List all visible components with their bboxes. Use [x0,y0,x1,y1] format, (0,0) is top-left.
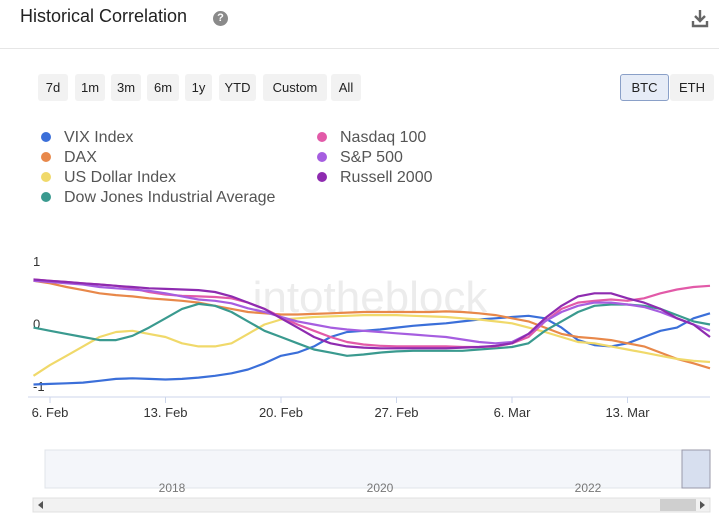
x-tick-label: 6. Mar [494,405,532,420]
legend-marker[interactable] [317,132,327,142]
legend-marker[interactable] [317,172,327,182]
legend-marker[interactable] [41,172,51,182]
scrollbar-thumb[interactable] [660,499,696,511]
series-line [32,314,711,377]
navigator-window[interactable] [681,449,711,489]
scroll-left[interactable] [38,501,43,509]
y-tick-label: 0 [33,317,40,332]
navigator-label: 2022 [575,481,602,495]
help-icon[interactable]: ? [213,11,228,26]
series-line [33,279,711,370]
y-tick-label: -1 [33,379,45,394]
series-line [33,279,711,345]
x-tick-label: 20. Feb [259,405,303,420]
scrollbar-track [32,497,711,513]
x-tick-label: 13. Mar [605,405,650,420]
button[interactable]: YTD [219,74,256,101]
watermark: intotheblock [253,273,489,322]
legend-marker[interactable] [317,152,327,162]
legend-label[interactable]: S&P 500 [340,149,403,166]
button[interactable]: 1y [185,74,212,101]
series-line [33,302,711,357]
button[interactable]: Custom [263,74,327,101]
button[interactable]: 7d [38,74,68,101]
legend-label[interactable]: US Dollar Index [64,169,176,186]
series-line [33,278,711,350]
divider [0,48,719,49]
navigator-label: 2018 [159,481,186,495]
x-tick-label: 6. Feb [32,405,69,420]
legend-label[interactable]: Dow Jones Industrial Average [64,189,275,206]
button[interactable]: BTC [620,74,669,101]
navigator [44,449,711,489]
legend-label[interactable]: Nasdaq 100 [340,129,426,146]
title: Historical Correlation [20,6,188,26]
scroll-right[interactable] [700,501,705,509]
x-tick-label: 13. Feb [143,405,187,420]
legend-marker[interactable] [41,132,51,142]
legend-label[interactable]: VIX Index [64,129,133,146]
x-tick-label: 27. Feb [374,405,418,420]
button[interactable]: 3m [111,74,141,101]
download-icon[interactable] [690,8,710,28]
series-line [33,278,711,349]
legend-label[interactable]: Russell 2000 [340,169,433,186]
y-tick-label: 1 [33,254,40,269]
legend-label[interactable]: DAX [64,149,97,166]
legend-marker[interactable] [41,192,51,202]
button[interactable]: All [331,74,361,101]
series-line [33,312,711,386]
button[interactable]: 6m [147,74,179,101]
navigator-label: 2020 [367,481,394,495]
button[interactable]: ETH [670,74,714,101]
button[interactable]: 1m [75,74,105,101]
legend-marker[interactable] [41,152,51,162]
